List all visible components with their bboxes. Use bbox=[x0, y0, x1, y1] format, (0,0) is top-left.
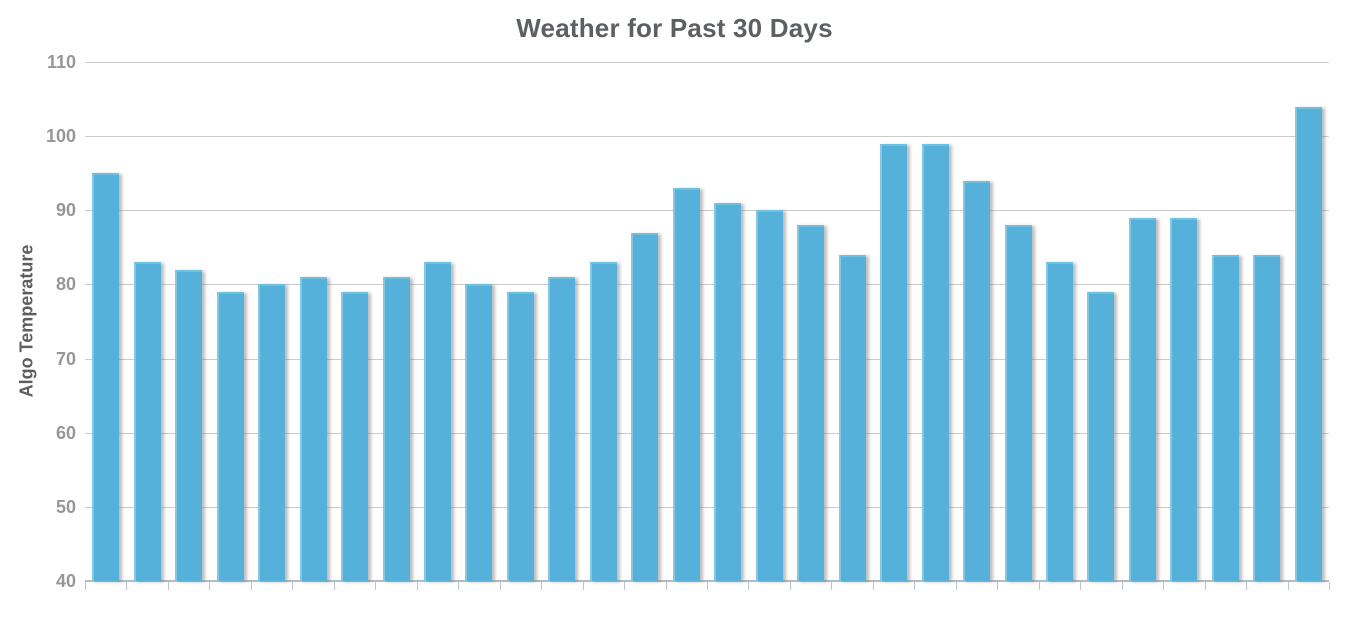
grid-line bbox=[85, 432, 1329, 434]
chart-title: Weather for Past 30 Days bbox=[516, 13, 833, 43]
x-tick-mark bbox=[417, 582, 418, 590]
x-tick-mark bbox=[1122, 582, 1123, 590]
bar bbox=[589, 262, 617, 581]
bar bbox=[1045, 262, 1073, 581]
bar bbox=[341, 291, 369, 581]
y-axis-title: Algo Temperature bbox=[16, 244, 37, 398]
grid-line bbox=[85, 210, 1329, 212]
bar bbox=[797, 225, 825, 581]
bar bbox=[838, 254, 866, 581]
x-tick-mark bbox=[334, 582, 335, 590]
bar bbox=[963, 180, 991, 581]
grid-line bbox=[85, 62, 1329, 63]
y-tick-label: 90 bbox=[55, 200, 76, 221]
bar bbox=[548, 277, 576, 581]
bar bbox=[299, 277, 327, 581]
bar bbox=[672, 188, 700, 581]
bar bbox=[1170, 217, 1198, 581]
bar bbox=[714, 202, 742, 581]
x-axis-line bbox=[85, 580, 1329, 582]
x-tick-mark bbox=[500, 582, 501, 590]
bar bbox=[92, 173, 120, 581]
x-tick-mark bbox=[666, 582, 667, 590]
x-tick-mark bbox=[1163, 582, 1164, 590]
bar bbox=[1253, 254, 1281, 581]
x-tick-mark bbox=[292, 582, 293, 590]
x-tick-mark bbox=[1329, 582, 1330, 590]
x-tick-mark bbox=[375, 582, 376, 590]
bar bbox=[258, 284, 286, 581]
grid-line bbox=[85, 358, 1329, 360]
x-tick-mark bbox=[873, 582, 874, 590]
bar bbox=[1004, 225, 1032, 581]
x-tick-mark bbox=[624, 582, 625, 590]
bar bbox=[631, 232, 659, 581]
x-tick-mark bbox=[707, 582, 708, 590]
x-tick-mark bbox=[168, 582, 169, 590]
x-tick-mark bbox=[583, 582, 584, 590]
bar bbox=[1211, 254, 1239, 581]
bar bbox=[382, 277, 410, 581]
bar bbox=[755, 210, 783, 581]
bar bbox=[880, 143, 908, 581]
x-tick-mark bbox=[1039, 582, 1040, 590]
y-tick-label: 70 bbox=[55, 348, 76, 369]
x-tick-mark bbox=[997, 582, 998, 590]
x-tick-mark bbox=[251, 582, 252, 590]
x-tick-mark bbox=[85, 582, 86, 590]
x-tick-mark bbox=[541, 582, 542, 590]
x-tick-mark bbox=[1205, 582, 1206, 590]
bar bbox=[1128, 217, 1156, 581]
x-tick-mark bbox=[748, 582, 749, 590]
x-tick-mark bbox=[831, 582, 832, 590]
bar bbox=[921, 143, 949, 581]
grid-line bbox=[85, 136, 1329, 138]
x-tick-mark bbox=[790, 582, 791, 590]
grid-line bbox=[85, 506, 1329, 508]
bar bbox=[1087, 291, 1115, 581]
grid-line bbox=[85, 284, 1329, 286]
bar bbox=[133, 262, 161, 581]
x-tick-mark bbox=[914, 582, 915, 590]
bar bbox=[216, 291, 244, 581]
y-tick-label: 80 bbox=[55, 274, 76, 295]
x-tick-mark bbox=[956, 582, 957, 590]
y-tick-label: 40 bbox=[55, 571, 76, 591]
y-tick-label: 60 bbox=[55, 422, 76, 443]
y-tick-label: 100 bbox=[45, 126, 76, 147]
x-tick-mark bbox=[1288, 582, 1289, 590]
x-tick-mark bbox=[458, 582, 459, 590]
x-tick-mark bbox=[1246, 582, 1247, 590]
bar bbox=[175, 269, 203, 581]
bar bbox=[465, 284, 493, 581]
x-tick-mark bbox=[209, 582, 210, 590]
bar bbox=[423, 262, 451, 581]
plot-area: 110 100 90 80 70 60 50 40 bbox=[46, 53, 1330, 590]
y-tick-label: 110 bbox=[46, 52, 76, 72]
x-tick-mark bbox=[126, 582, 127, 590]
bar bbox=[1294, 106, 1322, 581]
y-tick-label: 50 bbox=[55, 496, 76, 517]
bar bbox=[506, 291, 534, 581]
x-tick-mark bbox=[1080, 582, 1081, 590]
